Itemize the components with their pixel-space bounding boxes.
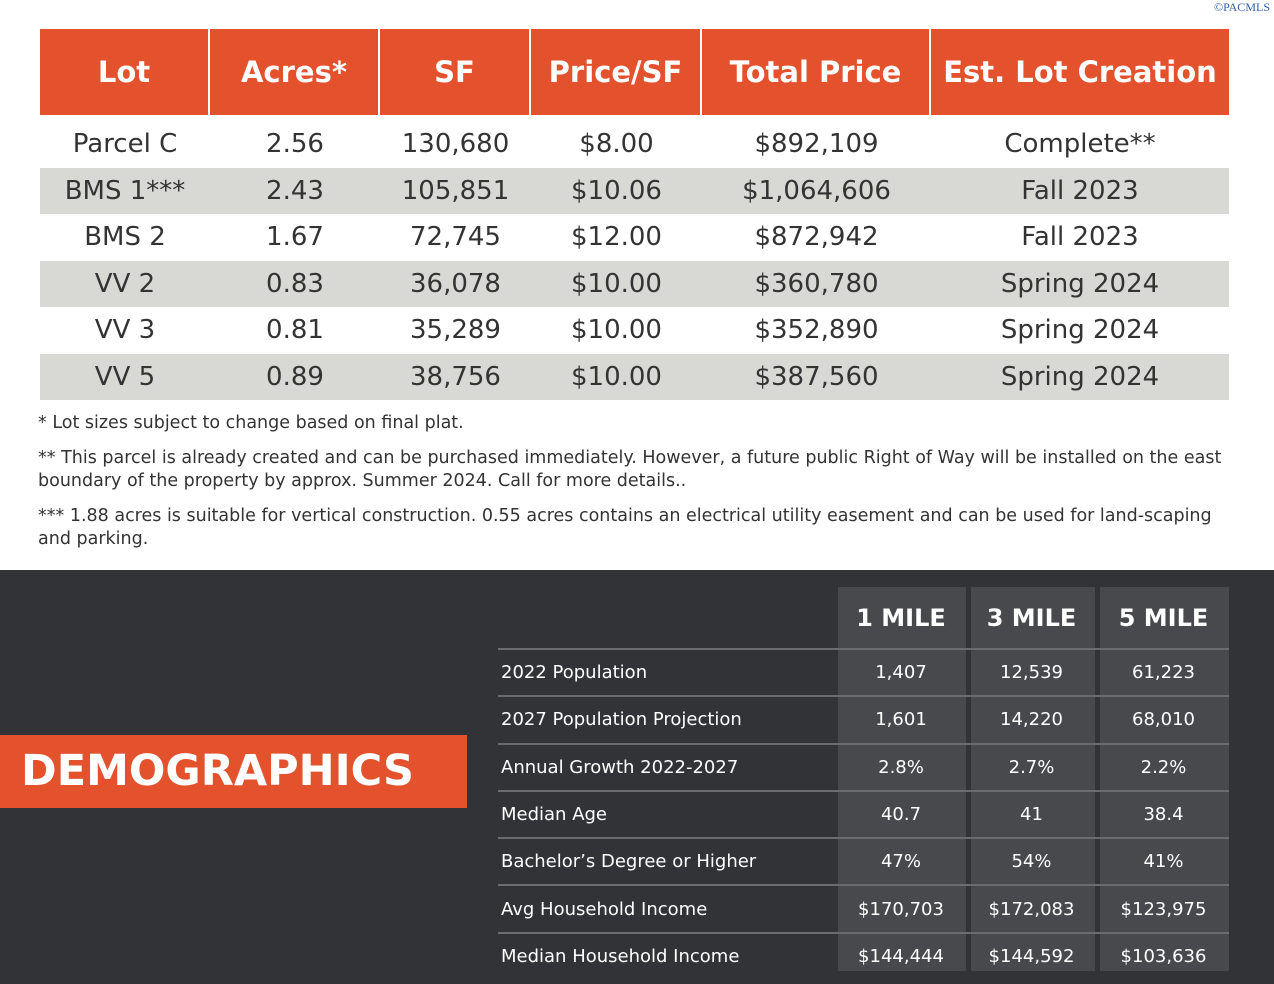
demo-row-2027-population-projection: 2027 Population Projection 1,601 14,220 … xyxy=(498,695,1229,744)
row-label: Median Age xyxy=(498,789,837,839)
demographics-header-row: 1 MILE 3 MILE 5 MILE xyxy=(498,587,1229,649)
cell-sf: 38,756 xyxy=(380,353,531,400)
header-blank xyxy=(498,587,837,649)
demo-row-median-age: Median Age 40.7 41 38.4 xyxy=(498,789,1229,839)
cell-1-mile: 1,407 xyxy=(837,647,965,697)
lot-table-header-row: Lot Acres* SF Price/SF Total Price Est. … xyxy=(40,29,1229,115)
cell-acres: 0.83 xyxy=(210,260,380,307)
lot-row-bms-1: BMS 1*** 2.43 105,851 $10.06 $1,064,606 … xyxy=(40,167,1229,214)
demo-row-bachelors-degree: Bachelor’s Degree or Higher 47% 54% 41% xyxy=(498,837,1229,886)
cell-est-lot-creation: Spring 2024 xyxy=(931,353,1229,400)
row-label: Median Household Income xyxy=(498,931,837,980)
lot-pricing-table: Lot Acres* SF Price/SF Total Price Est. … xyxy=(40,29,1229,400)
lot-row-vv-5: VV 5 0.89 38,756 $10.00 $387,560 Spring … xyxy=(40,353,1229,400)
cell-acres: 2.56 xyxy=(266,129,324,160)
row-label: Bachelor’s Degree or Higher xyxy=(498,837,837,886)
header-1-mile: 1 MILE xyxy=(856,603,946,632)
cell-3-mile: 54% xyxy=(965,837,1098,886)
cell-sf: 105,851 xyxy=(380,167,531,214)
cell-5-mile: 41% xyxy=(1098,837,1229,886)
cell-1-mile: $170,703 xyxy=(837,884,965,933)
demo-row-avg-household-income: Avg Household Income $170,703 $172,083 $… xyxy=(498,884,1229,933)
footnote-bms-1: *** 1.88 acres is suitable for vertical … xyxy=(38,506,1212,549)
cell-price-per-sf: $10.00 xyxy=(531,260,702,307)
lot-row-parcel-c: Parcel C 2.56 130,680 $8.00 $892,109 Com… xyxy=(40,121,1229,168)
cell-lot: VV 2 xyxy=(40,260,210,307)
row-label: Avg Household Income xyxy=(498,884,837,933)
header-price-per-sf: Price/SF xyxy=(531,29,702,115)
cell-5-mile: 38.4 xyxy=(1098,789,1229,839)
cell-1-mile: 47% xyxy=(837,837,965,886)
cell-est-lot-creation: Spring 2024 xyxy=(1000,315,1160,346)
footnotes: * Lot sizes subject to change based on f… xyxy=(38,412,1233,563)
cell-total-price: $387,560 xyxy=(702,353,931,400)
cell-est-lot-creation: Fall 2023 xyxy=(931,167,1229,214)
row-label: 2022 Population xyxy=(498,647,837,697)
cell-price-per-sf: $12.00 xyxy=(571,222,662,253)
cell-est-lot-creation: Spring 2024 xyxy=(931,260,1229,307)
cell-sf: 36,078 xyxy=(380,260,531,307)
cell-sf: 72,745 xyxy=(410,222,501,253)
cell-sf: 130,680 xyxy=(401,129,510,160)
cell-5-mile: 61,223 xyxy=(1098,647,1229,697)
header-sf: SF xyxy=(380,29,531,115)
cell-est-lot-creation: Fall 2023 xyxy=(1021,222,1139,253)
cell-price-per-sf: $10.06 xyxy=(531,167,702,214)
cell-acres: 0.81 xyxy=(266,315,324,346)
cell-total-price: $892,109 xyxy=(754,129,879,160)
cell-est-lot-creation: Complete** xyxy=(1004,129,1156,160)
cell-acres: 1.67 xyxy=(266,222,324,253)
header-acres: Acres* xyxy=(210,29,380,115)
cell-1-mile: 2.8% xyxy=(837,742,965,791)
header-5-mile: 5 MILE xyxy=(1118,603,1209,632)
lot-row-bms-2: BMS 2 1.67 72,745 $12.00 $872,942 Fall 2… xyxy=(40,214,1229,261)
header-lot: Lot xyxy=(40,29,210,115)
row-label: Annual Growth 2022-2027 xyxy=(498,742,837,791)
cell-lot: BMS 1*** xyxy=(40,167,210,214)
demo-row-median-household-income: Median Household Income $144,444 $144,59… xyxy=(498,931,1229,980)
demographics-title: DEMOGRAPHICS xyxy=(0,735,467,808)
cell-3-mile: 2.7% xyxy=(965,742,1098,791)
cell-5-mile: $103,636 xyxy=(1098,931,1229,980)
lot-row-vv-2: VV 2 0.83 36,078 $10.00 $360,780 Spring … xyxy=(40,260,1229,307)
cell-price-per-sf: $10.00 xyxy=(571,315,662,346)
cell-acres: 2.43 xyxy=(210,167,380,214)
demo-row-annual-growth: Annual Growth 2022-2027 2.8% 2.7% 2.2% xyxy=(498,742,1229,791)
cell-lot: Parcel C xyxy=(72,129,178,160)
cell-5-mile: $123,975 xyxy=(1098,884,1229,933)
cell-acres: 0.89 xyxy=(210,353,380,400)
cell-total-price: $872,942 xyxy=(754,222,879,253)
cell-sf: 35,289 xyxy=(410,315,501,346)
cell-3-mile: 12,539 xyxy=(965,647,1098,697)
cell-1-mile: $144,444 xyxy=(837,931,965,980)
cell-3-mile: $144,592 xyxy=(965,931,1098,980)
cell-total-price: $360,780 xyxy=(702,260,931,307)
cell-5-mile: 2.2% xyxy=(1098,742,1229,791)
demographics-table: 1 MILE 3 MILE 5 MILE 2022 Population 1,4… xyxy=(498,587,1229,980)
cell-3-mile: 14,220 xyxy=(965,695,1098,744)
footnote-parcel-c: ** This parcel is already created and ca… xyxy=(38,448,1222,491)
cell-price-per-sf: $8.00 xyxy=(579,129,654,160)
lot-row-vv-3: VV 3 0.81 35,289 $10.00 $352,890 Spring … xyxy=(40,307,1229,354)
cell-lot: BMS 2 xyxy=(84,222,166,253)
cell-price-per-sf: $10.00 xyxy=(531,353,702,400)
cell-1-mile: 40.7 xyxy=(837,789,965,839)
cell-lot: VV 3 xyxy=(94,315,156,346)
cell-lot: VV 5 xyxy=(40,353,210,400)
row-label: 2027 Population Projection xyxy=(498,695,837,744)
cell-total-price: $1,064,606 xyxy=(702,167,931,214)
demo-row-2022-population: 2022 Population 1,407 12,539 61,223 xyxy=(498,647,1229,697)
cell-3-mile: 41 xyxy=(965,789,1098,839)
copyright-watermark: ©PACMLS xyxy=(1213,0,1270,14)
header-est-lot-creation: Est. Lot Creation xyxy=(931,29,1229,115)
demographics-section: DEMOGRAPHICS 1 MILE 3 MILE 5 MILE 2022 P… xyxy=(0,570,1274,984)
header-3-mile: 3 MILE xyxy=(986,603,1077,632)
cell-total-price: $352,890 xyxy=(754,315,879,346)
cell-3-mile: $172,083 xyxy=(965,884,1098,933)
header-total-price: Total Price xyxy=(702,29,931,115)
cell-1-mile: 1,601 xyxy=(837,695,965,744)
footnote-acres: * Lot sizes subject to change based on f… xyxy=(38,413,464,433)
cell-5-mile: 68,010 xyxy=(1098,695,1229,744)
